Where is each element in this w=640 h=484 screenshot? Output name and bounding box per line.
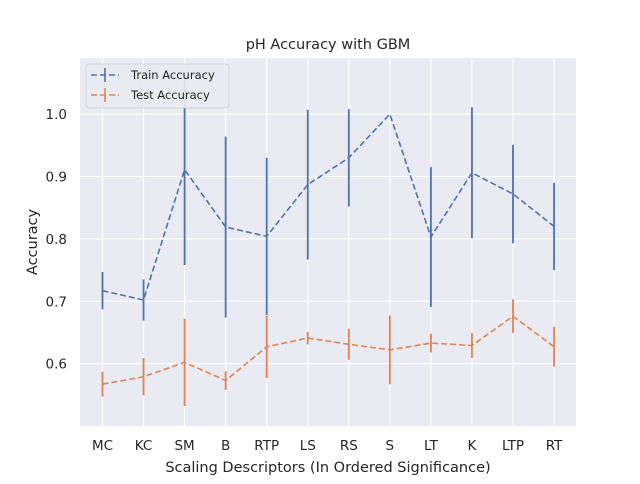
x-tick-label: LTP [502, 438, 524, 454]
y-axis-label: Accuracy [25, 208, 41, 275]
x-axis-label: Scaling Descriptors (In Ordered Signific… [165, 460, 490, 476]
x-tick-label: K [468, 438, 478, 454]
y-tick-label: 0.6 [46, 357, 67, 373]
y-tick-label: 0.7 [46, 294, 67, 310]
x-tick-label: RS [340, 438, 358, 454]
y-tick-label: 0.8 [46, 232, 67, 248]
x-tick-label: S [386, 438, 395, 454]
chart-title: pH Accuracy with GBM [246, 37, 411, 53]
x-tick-label: B [221, 438, 230, 454]
x-tick-label: LS [300, 438, 316, 454]
legend: Train Accuracy Test Accuracy [86, 64, 229, 108]
x-tick-label: MC [92, 438, 113, 454]
x-tick-label: RTP [254, 438, 279, 454]
x-tick-label: LT [424, 438, 439, 454]
x-tick-label: SM [174, 438, 194, 454]
legend-label: Train Accuracy [130, 68, 215, 82]
y-tick-label: 0.9 [46, 170, 67, 186]
legend-label: Test Accuracy [130, 88, 210, 102]
plot-area [80, 58, 576, 426]
x-tick-label: RT [546, 438, 563, 454]
x-tick-label: KC [135, 438, 153, 454]
y-tick-label: 1.0 [46, 107, 67, 123]
